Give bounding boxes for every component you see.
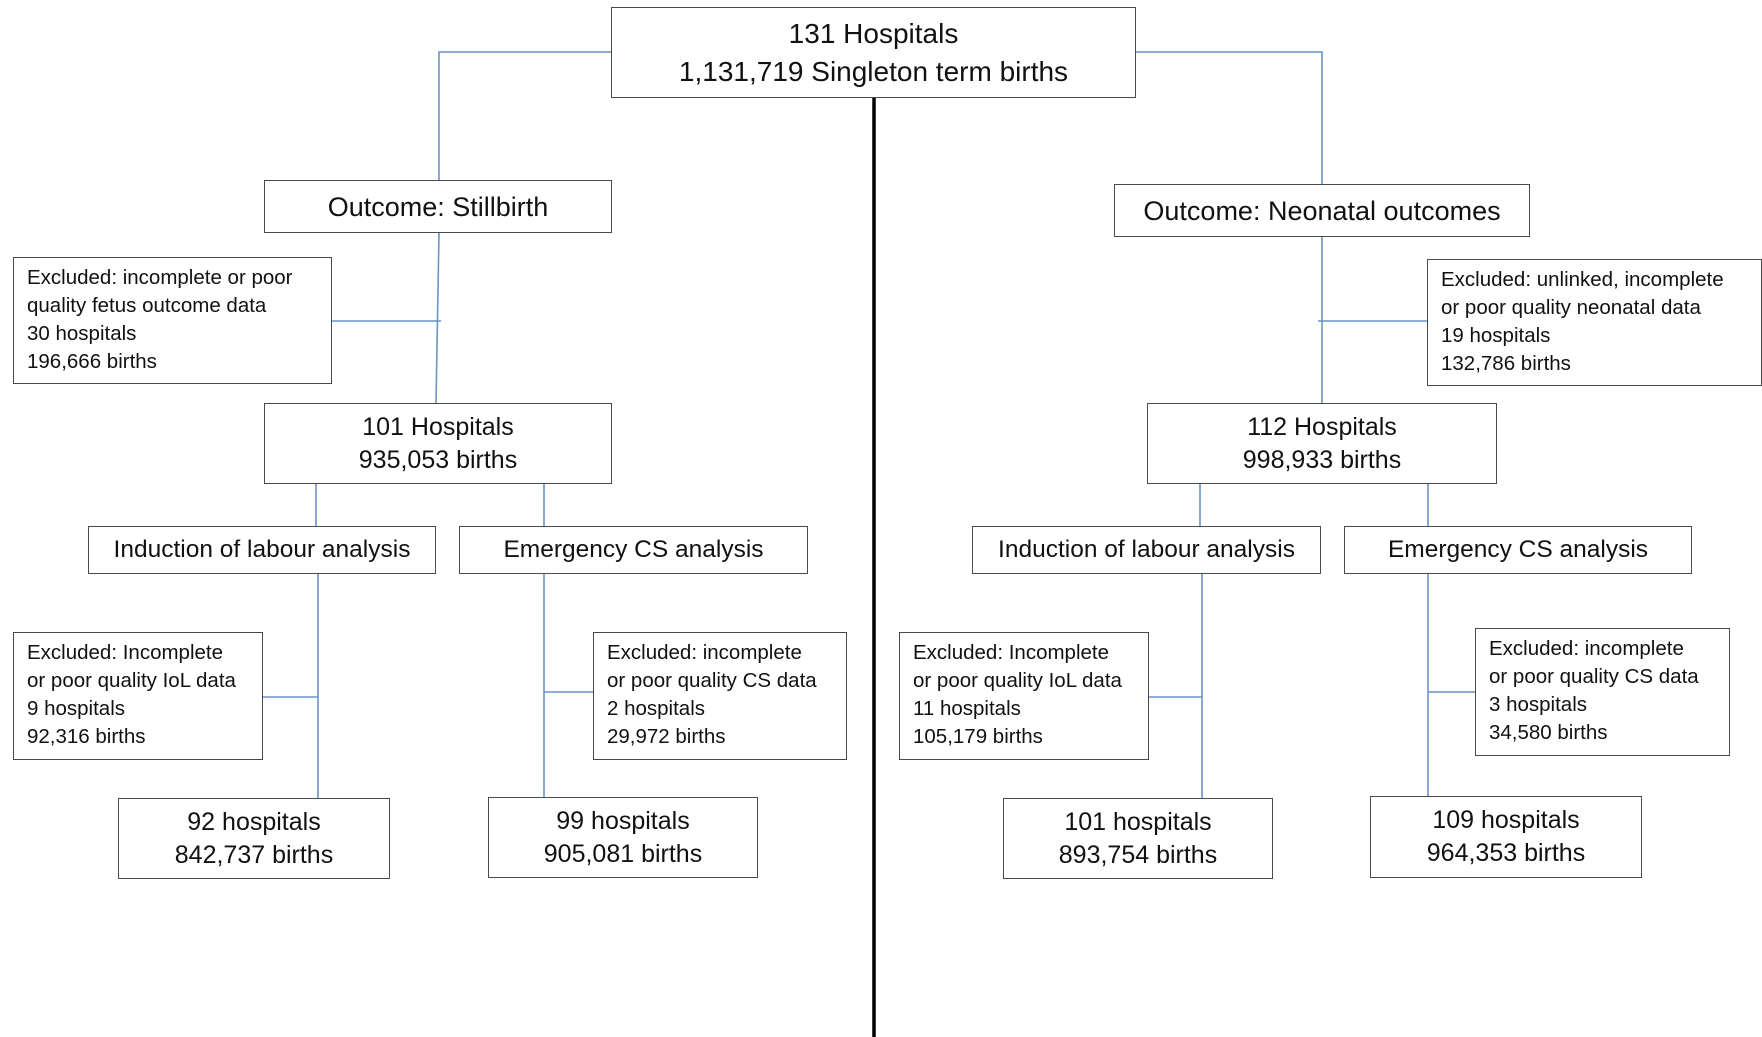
stillbirth-cs-excluded-line-1: Excluded: incomplete [607, 641, 802, 664]
neonatal-iol-excluded-box: Excluded: Incomplete or poor quality IoL… [899, 632, 1149, 760]
stillbirth-outcome-label: Outcome: Stillbirth [327, 191, 549, 222]
neonatal-cs-excluded-box: Excluded: incomplete or poor quality CS … [1475, 628, 1730, 756]
stillbirth-included-box: 101 Hospitals 935,053 births [264, 403, 612, 484]
stillbirth-cs-analysis-box: Emergency CS analysis [459, 526, 808, 574]
neonatal-cs-final-hospitals: 109 hospitals [1432, 806, 1580, 834]
neonatal-iol-final-births: 893,754 births [1058, 840, 1218, 869]
neonatal-cs-excluded-line-2: or poor quality CS data [1489, 665, 1699, 688]
stillbirth-iol-excluded-hospitals: 9 hospitals [27, 697, 126, 720]
stillbirth-excluded-hospitals: 30 hospitals [27, 322, 137, 345]
stillbirth-cs-excluded-births: 29,972 births [607, 725, 726, 748]
neonatal-cs-analysis-label: Emergency CS analysis [1387, 536, 1649, 563]
stillbirth-included-hospitals: 101 Hospitals [362, 412, 514, 441]
neonatal-cs-excluded-line-1: Excluded: incomplete [1489, 637, 1684, 660]
stillbirth-excluded-line-2: quality fetus outcome data [27, 294, 267, 317]
neonatal-excluded-births: 132,786 births [1441, 352, 1571, 375]
neonatal-included-births: 998,933 births [1242, 445, 1402, 474]
neonatal-iol-excluded-line-2: or poor quality IoL data [913, 669, 1122, 692]
stillbirth-iol-final-box: 92 hospitals 842,737 births [118, 798, 390, 879]
neonatal-included-hospitals: 112 Hospitals [1247, 412, 1397, 441]
stillbirth-iol-final-births: 842,737 births [174, 840, 334, 869]
stillbirth-cs-excluded-hospitals: 2 hospitals [607, 697, 706, 720]
stillbirth-iol-excluded-box: Excluded: Incomplete or poor quality IoL… [13, 632, 263, 760]
stillbirth-included-births: 935,053 births [358, 445, 518, 474]
stillbirth-iol-analysis-box: Induction of labour analysis [88, 526, 436, 574]
neonatal-excluded-line-2: or poor quality neonatal data [1441, 296, 1701, 319]
neonatal-cs-excluded-births: 34,580 births [1489, 721, 1608, 744]
stillbirth-iol-excluded-line-2: or poor quality IoL data [27, 669, 236, 692]
neonatal-iol-analysis-box: Induction of labour analysis [972, 526, 1321, 574]
neonatal-cs-final-births: 964,353 births [1426, 839, 1586, 867]
neonatal-cs-analysis-box: Emergency CS analysis [1344, 526, 1692, 574]
neonatal-excluded-box: Excluded: unlinked, incomplete or poor q… [1427, 259, 1762, 386]
root-to-neonatal-connector [1134, 51, 1323, 184]
neonatal-iol-excluded-line-1: Excluded: Incomplete [913, 641, 1110, 664]
neonatal-excluded-line-1: Excluded: unlinked, incomplete [1441, 268, 1724, 291]
root-box: 131 Hospitals 1,131,719 Singleton term b… [611, 7, 1136, 98]
stillbirth-excluded-box: Excluded: incomplete or poor quality fet… [13, 257, 332, 384]
neonatal-iol-excluded-hospitals: 11 hospitals [913, 697, 1021, 720]
stillbirth-iol-excluded-line-1: Excluded: Incomplete [27, 641, 224, 664]
neonatal-cs-final-box: 109 hospitals 964,353 births [1370, 796, 1642, 878]
stillbirth-excluded-line-1: Excluded: incomplete or poor [27, 266, 293, 289]
stillbirth-cs-analysis-label: Emergency CS analysis [503, 536, 764, 563]
neonatal-iol-final-box: 101 hospitals 893,754 births [1003, 798, 1273, 879]
neonatal-iol-final-hospitals: 101 hospitals [1064, 807, 1212, 836]
neonatal-excluded-hospitals: 19 hospitals [1441, 324, 1551, 347]
neonatal-outcome-box: Outcome: Neonatal outcomes [1114, 184, 1530, 237]
stillbirth-iol-excluded-births: 92,316 births [27, 725, 146, 748]
neonatal-included-box: 112 Hospitals 998,933 births [1147, 403, 1497, 484]
stillbirth-cs-excluded-box: Excluded: incomplete or poor quality CS … [593, 632, 847, 760]
root-births-count: 1,131,719 Singleton term births [678, 55, 1069, 87]
neonatal-cs-excluded-hospitals: 3 hospitals [1489, 693, 1588, 716]
stillbirth-iol-analysis-label: Induction of labour analysis [113, 536, 411, 563]
stillbirth-cs-excluded-line-2: or poor quality CS data [607, 669, 817, 692]
stillbirth-excluded-births: 196,666 births [27, 350, 157, 373]
neonatal-iol-analysis-label: Induction of labour analysis [998, 536, 1295, 563]
root-hospitals-count: 131 Hospitals [788, 17, 959, 49]
neonatal-iol-excluded-births: 105,179 births [913, 725, 1043, 748]
root-to-stillbirth-connector [438, 51, 612, 180]
stillbirth-outcome-to-included-connector [435, 232, 440, 404]
stillbirth-iol-final-hospitals: 92 hospitals [187, 807, 321, 836]
stillbirth-cs-final-box: 99 hospitals 905,081 births [488, 797, 758, 878]
neonatal-outcome-label: Outcome: Neonatal outcomes [1143, 195, 1501, 226]
stillbirth-cs-final-hospitals: 99 hospitals [556, 806, 690, 835]
stillbirth-outcome-box: Outcome: Stillbirth [264, 180, 612, 233]
stillbirth-cs-final-births: 905,081 births [543, 839, 703, 868]
